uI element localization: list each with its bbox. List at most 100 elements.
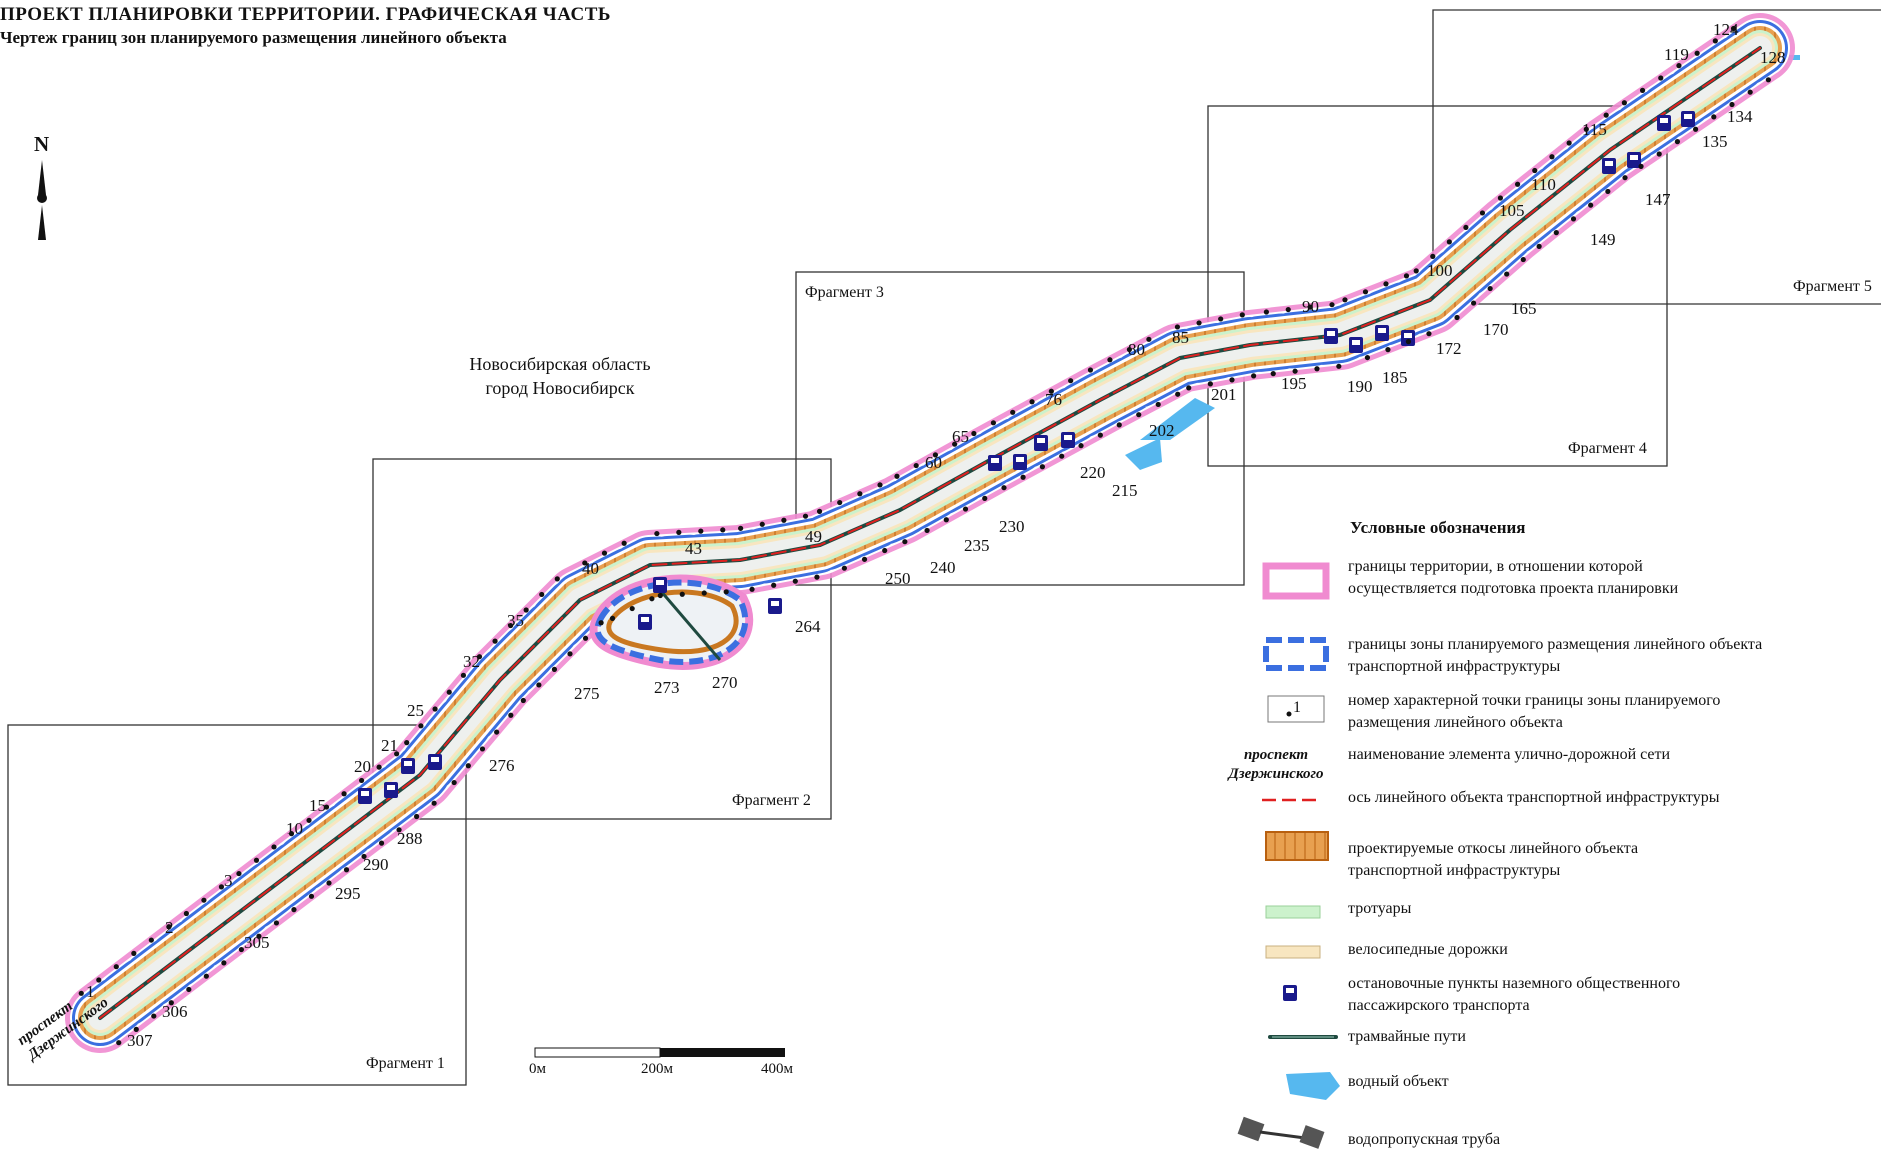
legend-point-number: 1 [1293, 699, 1301, 716]
point-label-115: 115 [1582, 120, 1607, 139]
point-label-307: 307 [127, 1031, 153, 1050]
region-label: Новосибирская область город Новосибирск [469, 354, 651, 398]
map-subtitle: Чертеж границ зон планируемого размещени… [0, 28, 507, 47]
point-label-128: 128 [1760, 48, 1786, 67]
legend-swatches [1237, 562, 1340, 1149]
scale-bar [534, 1047, 785, 1058]
fragment-2-frame [372, 458, 832, 820]
point-label-135: 135 [1702, 132, 1728, 151]
point-label-15: 15 [309, 796, 326, 815]
point-label-10: 10 [286, 819, 303, 838]
legend-text-axis: ось линейного объекта транспортной инфра… [1348, 789, 1720, 806]
legend-text-water: водный объект [1348, 1073, 1449, 1090]
point-label-100: 100 [1427, 261, 1453, 280]
fragment-1-frame [7, 724, 467, 1086]
point-label-273: 273 [654, 678, 680, 697]
bus-stop-icon [1013, 454, 1027, 470]
point-label-21: 21 [381, 736, 398, 755]
point-label-185: 185 [1382, 368, 1408, 387]
point-label-134: 134 [1727, 107, 1753, 126]
point-label-195: 195 [1281, 374, 1307, 393]
scale-label-0: 0м [529, 1061, 546, 1077]
fragment-2-label: Фрагмент 2 [732, 792, 811, 809]
bus-stop-icon [1401, 330, 1415, 346]
legend-text-tram: трамвайные пути [1348, 1028, 1466, 1045]
point-label-85: 85 [1172, 328, 1189, 347]
bus-stop-icon [988, 455, 1002, 471]
point-label-270: 270 [712, 673, 738, 692]
point-label-147: 147 [1645, 190, 1671, 209]
point-label-276: 276 [489, 756, 515, 775]
bus-stop-icon [1375, 325, 1389, 341]
fragment-1-label: Фрагмент 1 [366, 1055, 445, 1072]
point-label-20: 20 [354, 757, 371, 776]
interchange [589, 574, 754, 670]
legend-text-stop: остановочные пункты наземного общественн… [1348, 975, 1681, 1014]
legend-text-culvert: водопропускная труба [1348, 1131, 1501, 1148]
scale-label-200: 200м [641, 1061, 673, 1077]
legend-street-sample: проспект Дзержинского [1228, 747, 1324, 782]
point-label-105: 105 [1499, 201, 1525, 220]
bus-stops [358, 111, 1695, 804]
legend-culvert-icon [1237, 1116, 1325, 1149]
bus-stop-icon [1034, 435, 1048, 451]
point-label-295: 295 [335, 884, 361, 903]
point-label-290: 290 [363, 855, 389, 874]
legend-text-sidewalk: тротуары [1348, 900, 1412, 917]
legend-pink-swatch [1262, 562, 1330, 600]
bus-stop-icon [401, 758, 415, 774]
legend-heading: Условные обозначения [1350, 518, 1526, 537]
legend-blue-swatch [1263, 637, 1329, 671]
bus-stop-icon [384, 782, 398, 798]
legend-text-blue: границы зоны планируемого размещения лин… [1348, 636, 1763, 675]
point-label-149: 149 [1590, 230, 1616, 249]
fragment-3-frame [795, 271, 1245, 586]
bus-stop-icon [768, 598, 782, 614]
boundary-points [78, 25, 1771, 1046]
point-label-60: 60 [925, 453, 942, 472]
bus-stop-icon [1681, 111, 1695, 127]
fragment-4-label: Фрагмент 4 [1568, 440, 1647, 457]
point-labels: 1231015202125323540434960657680859010010… [86, 20, 1786, 1050]
bus-stop-icon [358, 788, 372, 804]
point-label-25: 25 [407, 701, 424, 720]
fragment-5-label: Фрагмент 5 [1793, 278, 1872, 295]
fragment-4-frame [1207, 105, 1668, 467]
fragment-5-frame [1432, 9, 1881, 305]
point-label-170: 170 [1483, 320, 1509, 339]
point-label-49: 49 [805, 527, 822, 546]
bus-stop-icon [638, 614, 652, 630]
legend-text-slope: проектируемые откосы линейного объекта т… [1348, 840, 1639, 879]
legend-text-point: номер характерной точки границы зоны пла… [1348, 692, 1721, 731]
point-label-80: 80 [1128, 340, 1145, 359]
point-label-220: 220 [1080, 463, 1106, 482]
north-arrow-icon [37, 160, 47, 240]
point-label-306: 306 [162, 1002, 188, 1021]
scale-label-400: 400м [761, 1061, 793, 1077]
bus-stop-icon [1061, 432, 1075, 448]
legend-water-swatch [1286, 1072, 1340, 1100]
point-label-201: 201 [1211, 385, 1237, 404]
point-label-250: 250 [885, 569, 911, 588]
point-label-305: 305 [244, 933, 270, 952]
point-label-172: 172 [1436, 339, 1462, 358]
point-label-240: 240 [930, 558, 956, 577]
north-label: N [34, 132, 50, 156]
point-label-65: 65 [952, 427, 969, 446]
point-label-3: 3 [224, 871, 233, 890]
point-label-190: 190 [1347, 377, 1373, 396]
point-label-202: 202 [1149, 421, 1175, 440]
map-title: ПРОЕКТ ПЛАНИРОВКИ ТЕРРИТОРИИ. ГРАФИЧЕСКА… [0, 4, 611, 25]
point-label-76: 76 [1045, 390, 1062, 409]
bus-stop-icon [428, 754, 442, 770]
legend-sidewalk-swatch [1265, 905, 1321, 919]
legend-bike-swatch [1265, 945, 1321, 959]
legend-text-bike: велосипедные дорожки [1348, 941, 1508, 958]
fragment-3-label: Фрагмент 3 [805, 284, 884, 301]
legend-slope-swatch [1265, 831, 1329, 861]
point-label-215: 215 [1112, 481, 1138, 500]
legend-point-swatch [1267, 695, 1325, 723]
point-label-288: 288 [397, 829, 423, 848]
point-label-124: 124 [1713, 20, 1739, 39]
point-label-43: 43 [685, 539, 702, 558]
